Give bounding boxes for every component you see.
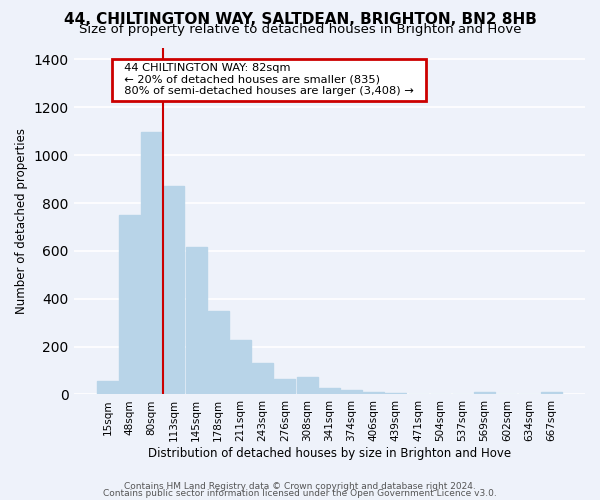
Bar: [208, 311, 229, 394]
Bar: [363, 392, 384, 394]
Bar: [474, 392, 495, 394]
Text: Contains public sector information licensed under the Open Government Licence v3: Contains public sector information licen…: [103, 489, 497, 498]
Bar: [163, 186, 184, 394]
Bar: [341, 390, 362, 394]
Bar: [97, 382, 118, 394]
Bar: [119, 215, 140, 394]
Text: Contains HM Land Registry data © Crown copyright and database right 2024.: Contains HM Land Registry data © Crown c…: [124, 482, 476, 491]
Text: 44, CHILTINGTON WAY, SALTDEAN, BRIGHTON, BN2 8HB: 44, CHILTINGTON WAY, SALTDEAN, BRIGHTON,…: [64, 12, 536, 28]
Bar: [296, 377, 317, 394]
Bar: [541, 392, 562, 394]
Y-axis label: Number of detached properties: Number of detached properties: [15, 128, 28, 314]
Text: Size of property relative to detached houses in Brighton and Hove: Size of property relative to detached ho…: [79, 22, 521, 36]
Text: 44 CHILTINGTON WAY: 82sqm  
  ← 20% of detached houses are smaller (835)  
  80%: 44 CHILTINGTON WAY: 82sqm ← 20% of detac…: [117, 63, 421, 96]
Bar: [230, 340, 251, 394]
Bar: [141, 132, 162, 394]
Bar: [252, 362, 273, 394]
Bar: [319, 388, 340, 394]
X-axis label: Distribution of detached houses by size in Brighton and Hove: Distribution of detached houses by size …: [148, 447, 511, 460]
Bar: [185, 248, 206, 394]
Bar: [274, 379, 295, 394]
